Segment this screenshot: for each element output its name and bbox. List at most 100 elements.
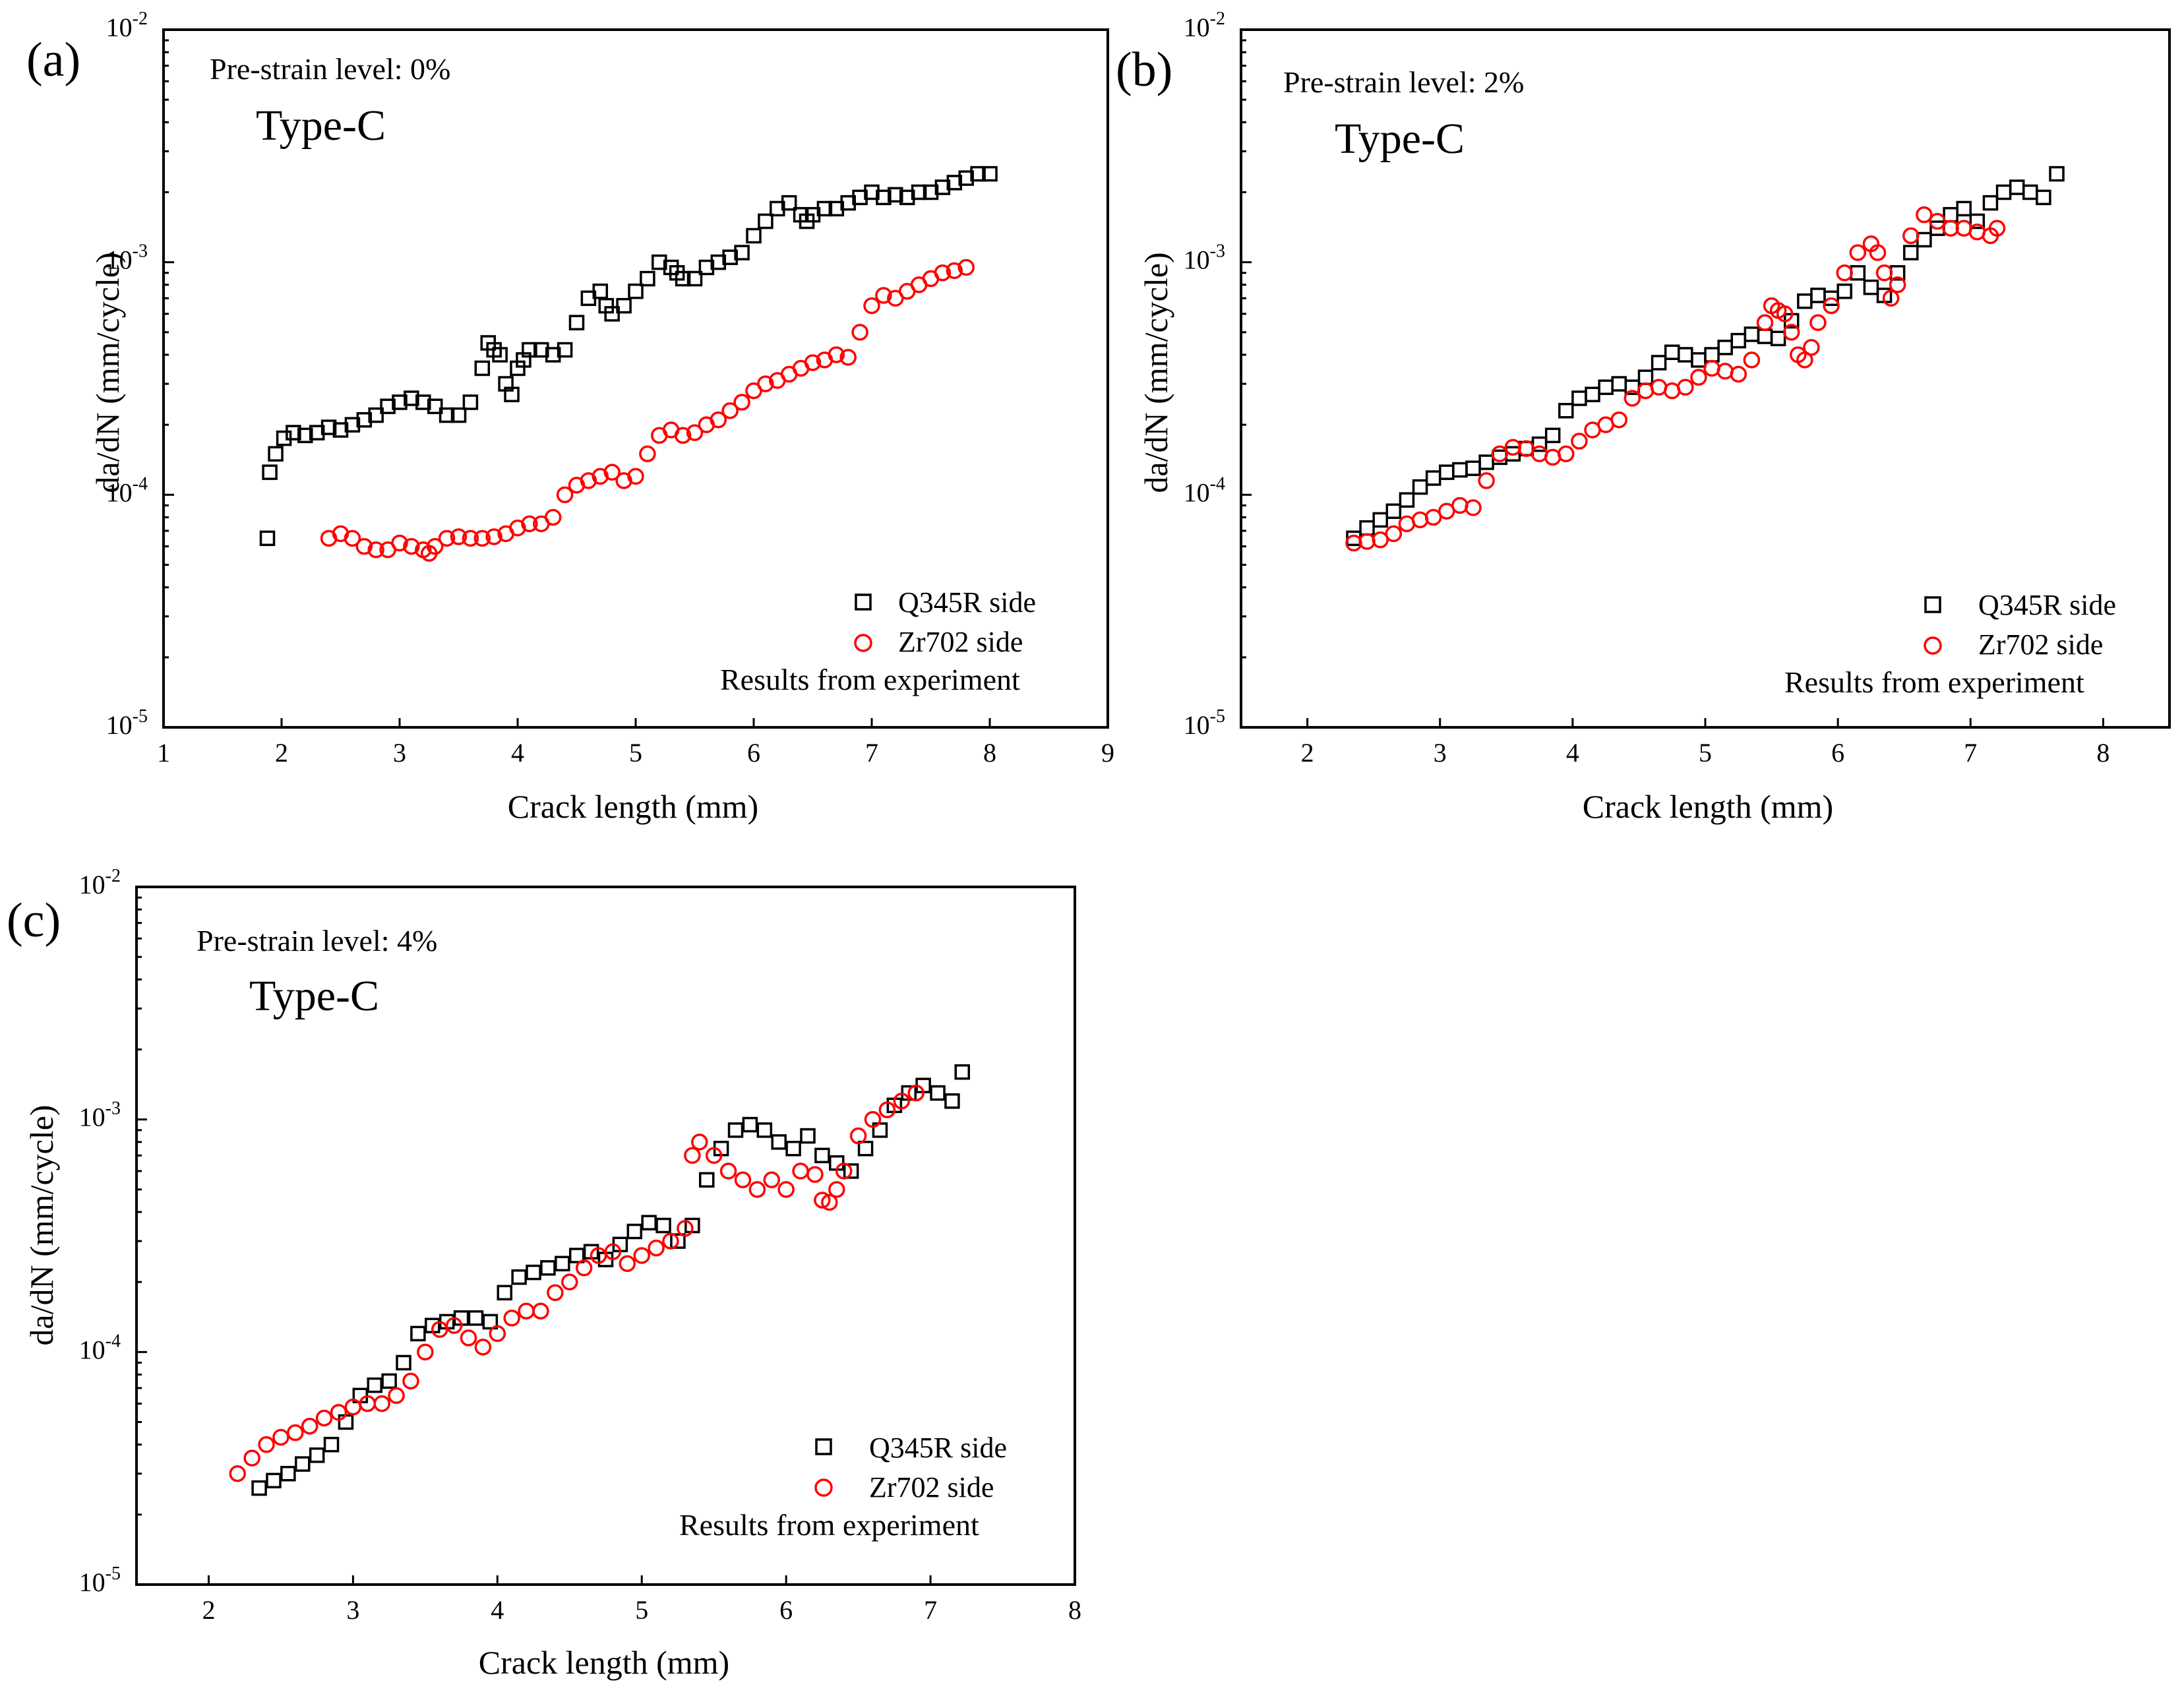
q345r-point [462, 394, 479, 410]
q345r-point [911, 184, 927, 200]
q345r-point [482, 1314, 499, 1330]
q345r-point [1664, 344, 1680, 360]
legend-circle-marker [1924, 636, 1942, 655]
x-axis-title: Crack length (mm) [1583, 788, 1833, 825]
zr702-point [851, 324, 868, 341]
zr702-point [604, 1243, 622, 1260]
q345r-point [1611, 376, 1627, 392]
y-axis-title: da/dN (mm/cycle) [1138, 252, 1174, 493]
q345r-point [540, 1260, 556, 1276]
panel-a: (a) Pre-strain level: 0% Type-C 1 2 3 4 5 6 7 8… [26, 9, 1114, 825]
zr702-point [485, 528, 502, 545]
zr702-point [1869, 244, 1887, 261]
zr702-point [691, 1134, 708, 1151]
zr702-point [792, 1163, 809, 1180]
zr702-point [1677, 379, 1694, 396]
x-tick-label: 2 [202, 1595, 215, 1625]
zr702-point [1889, 276, 1906, 293]
x-tick-label: 7 [1964, 738, 1977, 768]
q345r-point [1969, 213, 1986, 229]
y-tick-label: 10-5 [106, 706, 148, 740]
q345r-point [1903, 245, 1919, 260]
q345r-point [628, 283, 644, 299]
legend: Q345R side Zr702 side Results from exper… [720, 586, 1036, 696]
zr702-point [863, 297, 880, 315]
zr702-point [373, 1395, 390, 1412]
zr702-point [532, 1302, 549, 1319]
q345r-point [1452, 462, 1468, 478]
q345r-point [410, 1325, 426, 1342]
zr702-point [445, 1317, 463, 1334]
zr702-point [603, 464, 621, 481]
x-tick-label: 3 [393, 738, 406, 768]
q345r-point [286, 425, 301, 440]
zr702-point [287, 1424, 304, 1441]
zr702-point [1610, 411, 1628, 429]
zr702-point [821, 1194, 838, 1211]
q345r-point [1717, 340, 1733, 355]
q345r-point [1678, 347, 1693, 363]
q345r-point [1810, 288, 1826, 303]
zr702-point [1849, 244, 1867, 261]
q345r-point [698, 259, 715, 276]
zr702-point [575, 1259, 593, 1277]
zr702-point [462, 530, 479, 547]
q345r-point [297, 427, 313, 444]
q345r-point [2009, 179, 2025, 195]
x-tick-label: 4 [511, 738, 524, 768]
q345r-point [533, 342, 549, 358]
x-tick-label: 1 [157, 738, 170, 768]
x-tick-label: 2 [1301, 738, 1314, 768]
zr702-point [426, 537, 444, 555]
x-tick-label: 3 [1434, 738, 1447, 768]
q345r-point [843, 1163, 859, 1179]
zr702-point [627, 468, 644, 485]
zr702-point [1809, 314, 1827, 331]
y-tick-label: 10-2 [79, 866, 121, 899]
zr702-point [1451, 497, 1469, 514]
zr702-point [367, 541, 384, 559]
legend-label-zr702: Zr702 side [869, 1471, 994, 1503]
zr702-point [1478, 472, 1495, 489]
zr702-point [1782, 324, 1800, 341]
zr702-point [839, 349, 857, 366]
zr702-point [272, 1428, 289, 1446]
zr702-point [946, 262, 963, 280]
zr702-point [1571, 433, 1588, 450]
y-tick-label: 10-4 [79, 1331, 121, 1364]
y-axis-title: da/dN (mm/cycle) [89, 252, 126, 493]
zr702-point [1756, 314, 1774, 331]
zr702-point [748, 1181, 766, 1198]
zr702-point [893, 1092, 911, 1110]
zr702-point [686, 424, 704, 441]
q345r-point [1372, 512, 1388, 528]
zr702-point [1730, 365, 1747, 383]
q345r-point [251, 1480, 267, 1496]
q345r-point [626, 1223, 643, 1240]
zr702-point [547, 1284, 564, 1302]
zr702-point [1902, 227, 1920, 245]
zr702-point [934, 264, 952, 282]
q345r-point [1598, 379, 1614, 396]
q345r-point [266, 1472, 282, 1489]
zr702-point [957, 258, 975, 276]
zr702-point [229, 1465, 246, 1482]
legend-label-zr702: Zr702 side [1978, 628, 2103, 661]
q345r-point [857, 1140, 874, 1157]
x-tick-label: 4 [1566, 738, 1579, 768]
zr702-point [473, 530, 491, 547]
q345r-point [946, 175, 963, 191]
x-tick-label: 3 [346, 1595, 359, 1625]
legend-label-zr702: Zr702 side [898, 626, 1023, 658]
legend-square-marker [1924, 596, 1941, 613]
q345r-point [504, 386, 520, 402]
x-tick-label: 4 [491, 1595, 504, 1625]
q345r-point [1943, 206, 1958, 223]
q345r-point [320, 419, 337, 435]
q345r-point [557, 342, 573, 358]
zr702-point [301, 1417, 318, 1435]
q345r-point [1359, 520, 1375, 536]
q345r-point [262, 464, 278, 480]
q345r-point [344, 417, 361, 433]
